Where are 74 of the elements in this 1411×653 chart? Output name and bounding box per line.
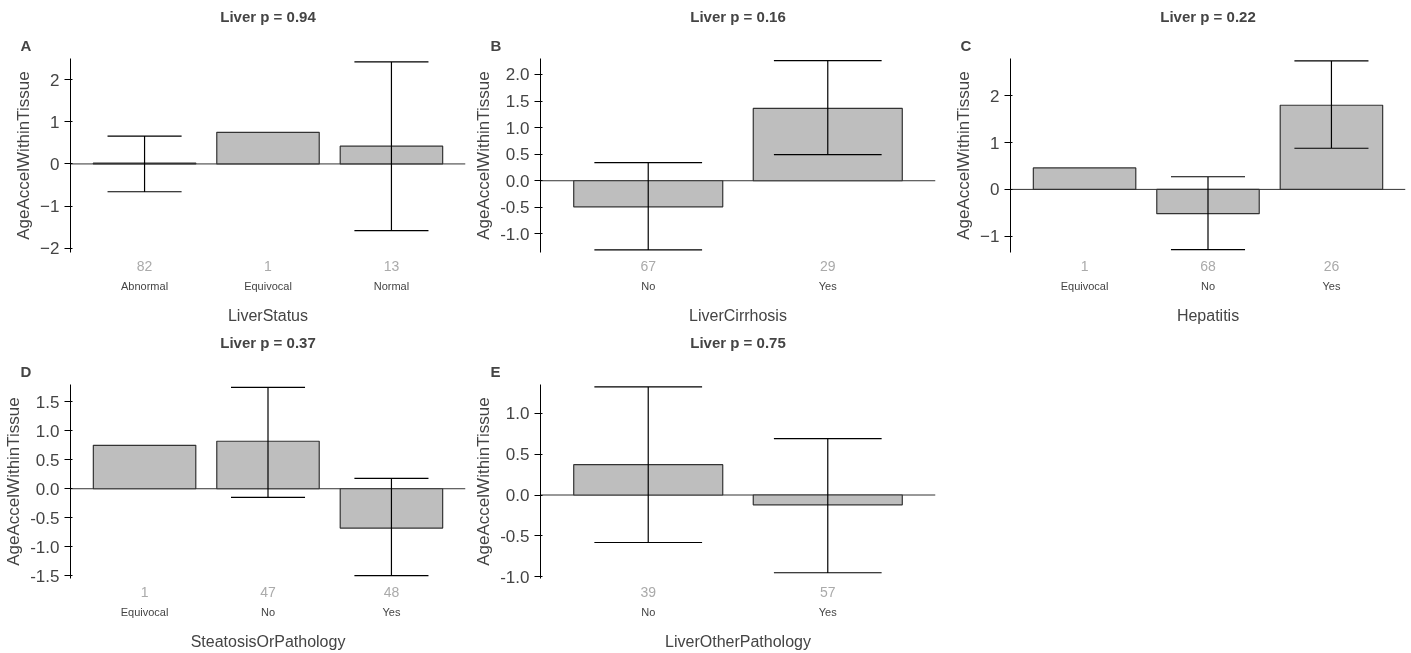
y-tick-label: -1.0 <box>500 567 530 587</box>
y-tick-label: 1.0 <box>35 421 60 441</box>
y-tick-label: 1 <box>50 112 60 132</box>
text: 1 <box>264 257 273 274</box>
x-tick-label: Equivocal <box>244 279 292 292</box>
text: 57 <box>819 583 836 600</box>
chart-title: Liver p = 0.22 <box>1160 7 1256 25</box>
chart-title: Liver p = 0.94 <box>220 7 317 25</box>
x-tick-label: Yes <box>818 279 838 292</box>
x-tick-label: No <box>641 605 656 618</box>
text: C <box>960 36 972 54</box>
text: 1 <box>1080 257 1089 274</box>
text: 29 <box>819 257 836 274</box>
y-tick-label: 1.5 <box>505 92 530 112</box>
x-tick-label: No <box>1200 279 1216 292</box>
x-tick-label: Abnormal <box>121 279 169 292</box>
x-tick-label: Equivocal <box>120 605 169 618</box>
y-axis-title: AgeAccelWithinTissue <box>474 71 494 240</box>
y-tick-label: 1.0 <box>505 404 530 424</box>
text: 26 <box>1323 257 1340 274</box>
y-tick-label: 0 <box>50 154 60 174</box>
x-axis-title: Hepatitis <box>1176 306 1240 324</box>
x-tick-label: Normal <box>373 279 410 292</box>
chart-title: Liver p = 0.16 <box>690 7 786 25</box>
x-tick-label: No <box>641 279 656 292</box>
y-tick-label: 0.5 <box>35 450 60 470</box>
y-tick-label: -1.0 <box>500 224 530 244</box>
text: 67 <box>640 257 657 274</box>
x-axis-title: SteatosisOrPathology <box>190 632 346 650</box>
y-tick-label: −1 <box>980 227 1000 247</box>
y-tick-label: 2 <box>50 70 60 90</box>
text: 48 <box>383 583 400 600</box>
x-tick-label: No <box>260 605 276 618</box>
y-axis-title: AgeAccelWithinTissue <box>954 71 974 240</box>
text: 13 <box>383 257 400 274</box>
y-tick-label: 0.0 <box>505 486 530 506</box>
y-tick-label: -0.5 <box>30 508 60 528</box>
x-tick-label: Yes <box>818 605 838 618</box>
text: D <box>20 362 32 380</box>
y-tick-label: -1.5 <box>30 566 60 586</box>
x-tick-label: Yes <box>1322 279 1341 292</box>
text: A <box>20 36 32 54</box>
y-tick-label: 0.5 <box>505 145 530 165</box>
text: 1 <box>140 583 149 600</box>
y-tick-label: −2 <box>40 239 60 259</box>
x-tick-label: Yes <box>382 605 401 618</box>
text: 82 <box>136 257 153 274</box>
y-axis-title: AgeAccelWithinTissue <box>4 397 24 566</box>
y-axis-title: AgeAccelWithinTissue <box>14 71 34 240</box>
y-tick-label: 1.0 <box>505 118 530 138</box>
y-tick-label: 0.0 <box>505 171 530 191</box>
chart-title: Liver p = 0.37 <box>220 333 316 351</box>
text: B <box>490 36 502 54</box>
y-tick-label: 0 <box>990 180 1000 200</box>
x-axis-title: LiverOtherPathology <box>665 632 811 650</box>
y-tick-label: −1 <box>40 197 60 217</box>
y-tick-label: 0.0 <box>35 479 60 499</box>
x-axis-title: LiverStatus <box>227 306 309 324</box>
x-axis-title: LiverCirrhosis <box>689 306 787 324</box>
text: 68 <box>1200 257 1216 274</box>
x-tick-label: Equivocal <box>1060 279 1109 292</box>
y-tick-label: -0.5 <box>500 526 530 546</box>
y-tick-label: -1.0 <box>30 537 60 557</box>
chart-title: Liver p = 0.75 <box>690 333 786 351</box>
y-tick-label: 1.5 <box>35 392 60 412</box>
y-tick-label: 0.5 <box>505 445 530 465</box>
y-tick-label: 2 <box>990 86 1000 106</box>
y-tick-label: 1 <box>990 133 1000 153</box>
text: 39 <box>640 583 657 600</box>
y-tick-label: 2.0 <box>505 65 530 85</box>
text: E <box>490 362 501 380</box>
y-axis-title: AgeAccelWithinTissue <box>474 397 494 566</box>
text: 47 <box>260 583 276 600</box>
y-tick-label: -0.5 <box>500 198 530 218</box>
